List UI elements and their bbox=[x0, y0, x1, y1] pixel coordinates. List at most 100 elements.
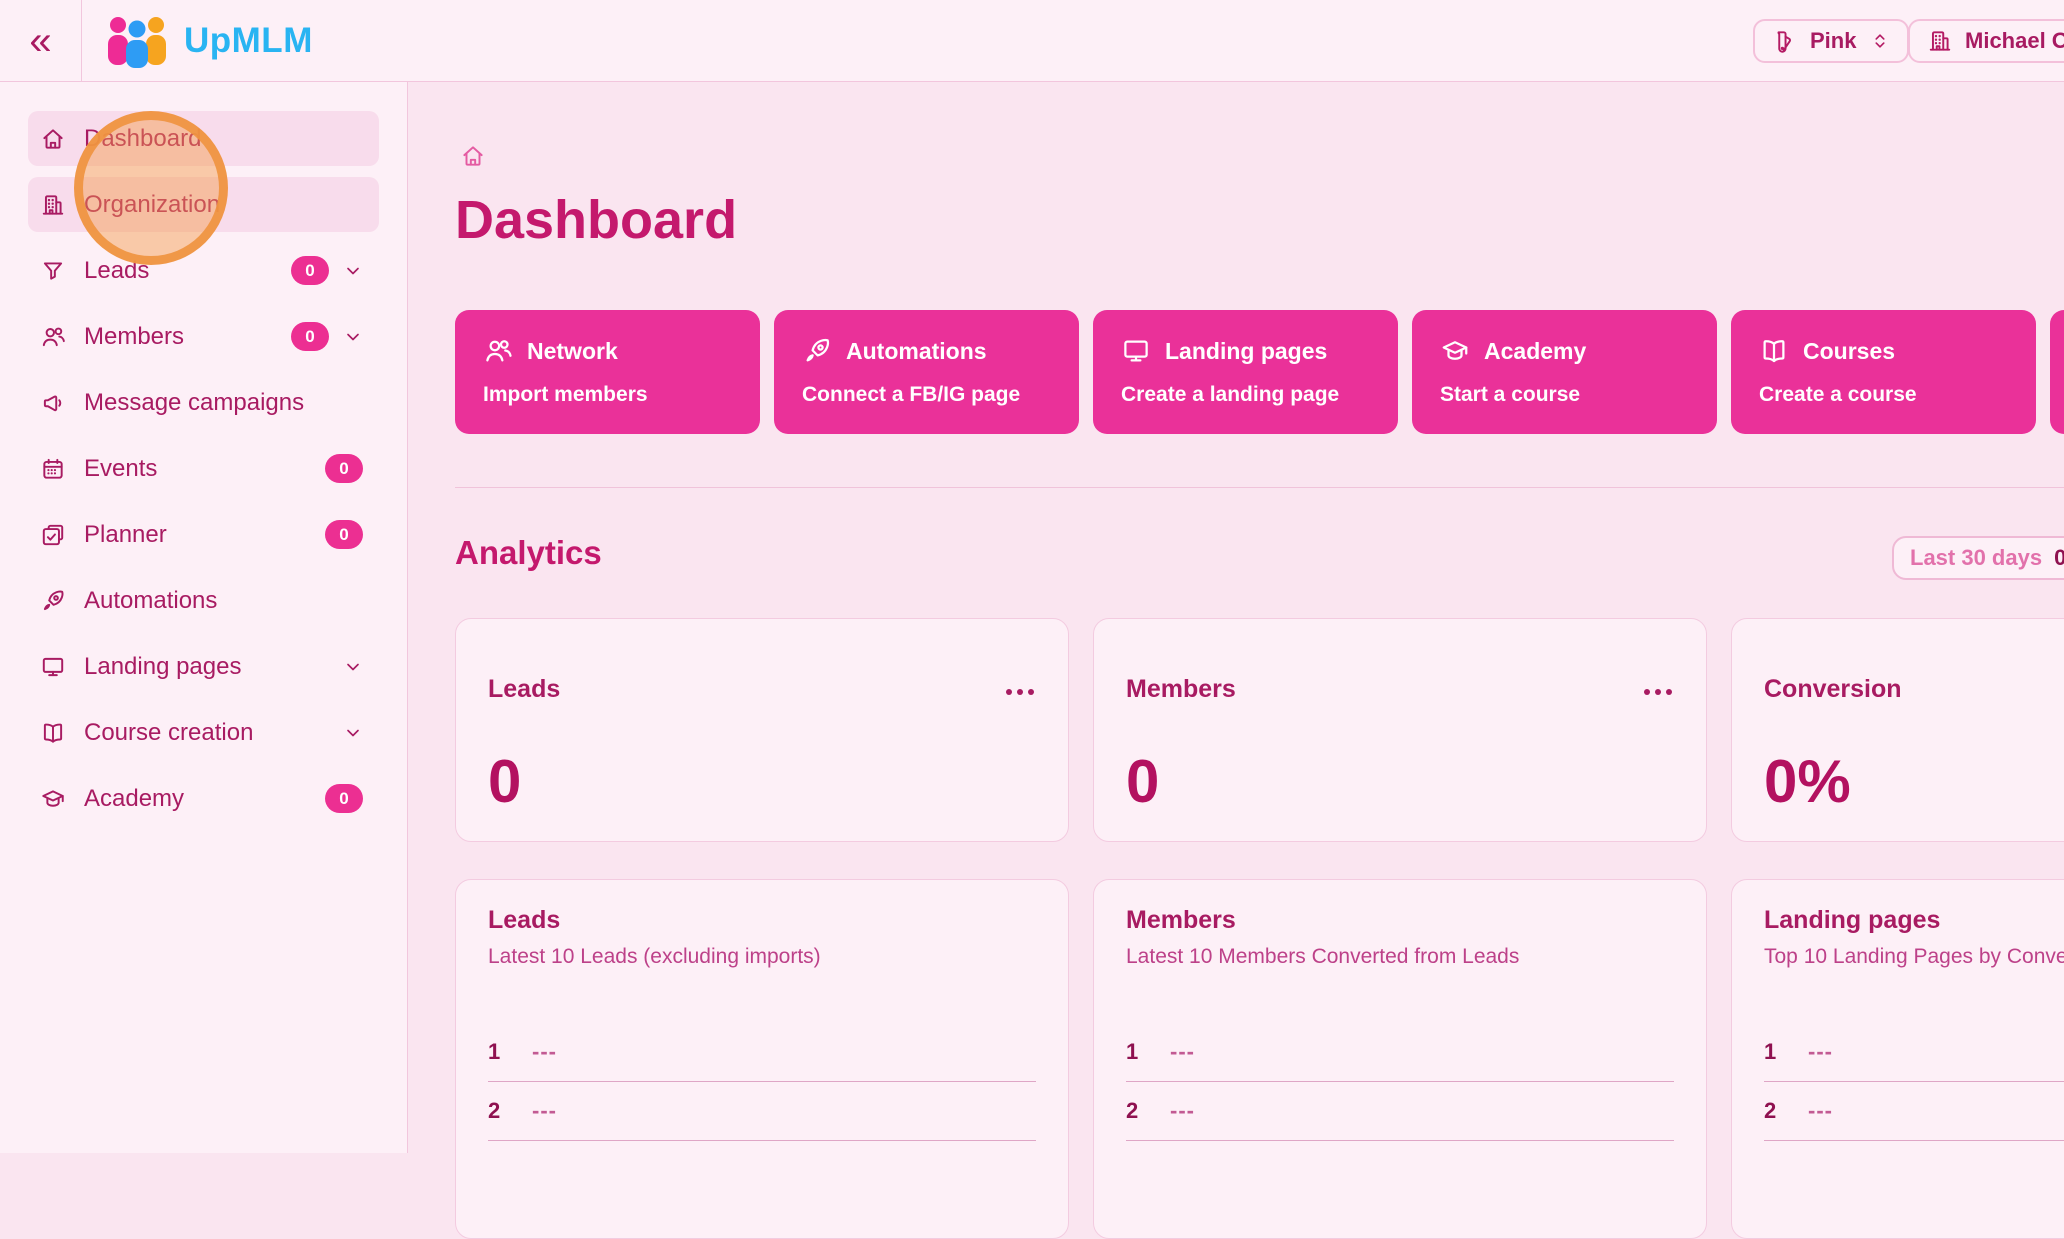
list-card-leads: Leads Latest 10 Leads (excluding imports… bbox=[455, 879, 1069, 1239]
chevron-down-icon[interactable] bbox=[343, 261, 363, 281]
clipboard-check-icon bbox=[42, 524, 64, 545]
quick-action-partial[interactable]: C bbox=[2050, 310, 2064, 434]
theme-selector-button[interactable]: Pink bbox=[1753, 19, 1910, 63]
organization-account-label: Michael O bbox=[1965, 28, 2064, 53]
list-row: 2 --- bbox=[1126, 1098, 1674, 1141]
sidebar-item-label: Dashboard bbox=[84, 124, 202, 152]
sidebar-item-label: Members bbox=[84, 322, 185, 350]
list-row-index: 1 bbox=[488, 1039, 501, 1064]
theme-selector-label: Pink bbox=[1810, 28, 1857, 53]
count-badge: 0 bbox=[325, 784, 363, 813]
sidebar-item-landing-pages[interactable]: Landing pages bbox=[28, 639, 379, 694]
list-card-title: Leads bbox=[488, 906, 561, 934]
app-logo[interactable]: UpMLM bbox=[104, 0, 313, 81]
ellipsis-menu-icon[interactable] bbox=[1640, 685, 1676, 699]
section-divider bbox=[455, 487, 2064, 488]
list-row: 1 --- bbox=[1764, 1039, 2064, 1082]
list-row-value: --- bbox=[1808, 1039, 1833, 1064]
sidebar-item-organization[interactable]: Organization bbox=[28, 177, 379, 232]
sidebar-item-label: Events bbox=[84, 454, 158, 482]
stat-cards-row: Leads 0 Members 0 Conversion 0% bbox=[455, 618, 2064, 842]
date-range-value: 01/2 bbox=[2054, 545, 2064, 570]
list-card-members: Members Latest 10 Members Converted from… bbox=[1093, 879, 1707, 1239]
sidebar-item-academy[interactable]: Academy 0 bbox=[28, 771, 379, 826]
list-row-index: 2 bbox=[488, 1098, 501, 1123]
list-card-subtitle: Latest 10 Leads (excluding imports) bbox=[488, 945, 821, 968]
quick-action-description: Create a landing page bbox=[1121, 383, 1340, 406]
megaphone-icon bbox=[43, 394, 62, 411]
upmlm-people-logo-icon bbox=[108, 16, 166, 68]
list-card-title: Landing pages bbox=[1764, 906, 1941, 934]
list-row-value: --- bbox=[532, 1098, 557, 1123]
home-icon bbox=[43, 128, 63, 149]
list-row: 2 --- bbox=[1764, 1098, 2064, 1141]
app-title: UpMLM bbox=[184, 20, 313, 60]
quick-action-title: Automations bbox=[846, 337, 987, 364]
calendar-icon bbox=[43, 458, 63, 479]
list-row-index: 1 bbox=[1126, 1039, 1139, 1064]
quick-action-academy[interactable]: Academy Start a course bbox=[1412, 310, 1717, 434]
list-card-subtitle: Latest 10 Members Converted from Leads bbox=[1126, 945, 1520, 968]
breadcrumb-home-icon[interactable] bbox=[460, 143, 486, 169]
graduation-cap-icon bbox=[1442, 341, 1468, 360]
stat-card-value: 0 bbox=[488, 748, 522, 815]
list-row-value: --- bbox=[1170, 1098, 1195, 1123]
list-row-value: --- bbox=[532, 1039, 557, 1064]
quick-action-description: Start a course bbox=[1440, 383, 1581, 406]
monitor-icon bbox=[42, 657, 64, 676]
sidebar-item-label: Planner bbox=[84, 520, 167, 548]
date-range-filter[interactable]: Last 30 days 01/2 bbox=[1892, 536, 2064, 580]
building-icon bbox=[42, 194, 64, 215]
sidebar-item-dashboard[interactable]: Dashboard bbox=[28, 111, 379, 166]
sidebar-item-leads[interactable]: Leads 0 bbox=[28, 243, 379, 298]
stat-card-title: Leads bbox=[488, 675, 561, 703]
quick-action-landing-pages[interactable]: Landing pages Create a landing page bbox=[1093, 310, 1398, 434]
list-row-index: 2 bbox=[1126, 1098, 1139, 1123]
count-badge: 0 bbox=[325, 454, 363, 483]
sidebar-item-label: Leads bbox=[84, 256, 150, 284]
main-content: Dashboard Network Import members Automat… bbox=[408, 81, 2064, 1239]
chevron-down-icon[interactable] bbox=[343, 657, 363, 677]
sidebar-item-label: Message campaigns bbox=[84, 388, 305, 416]
building-icon bbox=[1929, 31, 1951, 51]
book-icon bbox=[1763, 340, 1785, 363]
sidebar: Dashboard Organization Leads 0 bbox=[0, 81, 408, 1153]
ellipsis-menu-icon[interactable] bbox=[1002, 685, 1038, 699]
sidebar-item-label: Organization bbox=[84, 190, 221, 218]
list-row-index: 1 bbox=[1764, 1039, 1777, 1064]
sidebar-item-events[interactable]: Events 0 bbox=[28, 441, 379, 496]
list-card-title: Members bbox=[1126, 906, 1236, 934]
stat-card-leads: Leads 0 bbox=[455, 618, 1069, 842]
sidebar-item-automations[interactable]: Automations bbox=[28, 573, 379, 628]
sidebar-item-course-creation[interactable]: Course creation bbox=[28, 705, 379, 760]
analytics-heading: Analytics bbox=[455, 534, 602, 571]
people-icon bbox=[486, 340, 512, 362]
book-icon bbox=[43, 723, 63, 743]
sidebar-collapse-button[interactable]: « bbox=[0, 0, 82, 81]
graduation-cap-icon bbox=[42, 789, 64, 807]
chevron-down-icon[interactable] bbox=[343, 327, 363, 347]
quick-action-description: Create a course bbox=[1759, 383, 1917, 406]
page-title: Dashboard bbox=[455, 190, 738, 250]
stat-card-value: 0% bbox=[1764, 748, 1851, 815]
quick-action-title: Courses bbox=[1803, 337, 1896, 364]
stat-card-value: 0 bbox=[1126, 748, 1160, 815]
quick-action-courses[interactable]: Courses Create a course bbox=[1731, 310, 2036, 434]
count-badge: 0 bbox=[291, 322, 329, 351]
quick-action-network[interactable]: Network Import members bbox=[455, 310, 760, 434]
quick-action-title: Network bbox=[527, 337, 618, 364]
organization-account-button[interactable]: Michael O bbox=[1908, 19, 2064, 63]
sidebar-item-planner[interactable]: Planner 0 bbox=[28, 507, 379, 562]
sidebar-item-message-campaigns[interactable]: Message campaigns bbox=[28, 375, 379, 430]
stat-card-title: Members bbox=[1126, 675, 1236, 703]
sidebar-item-members[interactable]: Members 0 bbox=[28, 309, 379, 364]
quick-action-automations[interactable]: Automations Connect a FB/IG page bbox=[774, 310, 1079, 434]
date-range-label: Last 30 days bbox=[1910, 545, 2043, 570]
rocket-icon bbox=[43, 590, 64, 610]
list-card-landing-pages: Landing pages Top 10 Landing Pages by Co… bbox=[1731, 879, 2064, 1239]
quick-action-title: Landing pages bbox=[1165, 337, 1328, 364]
list-card-subtitle: Top 10 Landing Pages by Conversion bbox=[1764, 945, 2064, 968]
chevron-up-down-icon bbox=[1875, 34, 1886, 48]
list-cards-row: Leads Latest 10 Leads (excluding imports… bbox=[455, 879, 2064, 1239]
chevron-down-icon[interactable] bbox=[343, 723, 363, 743]
